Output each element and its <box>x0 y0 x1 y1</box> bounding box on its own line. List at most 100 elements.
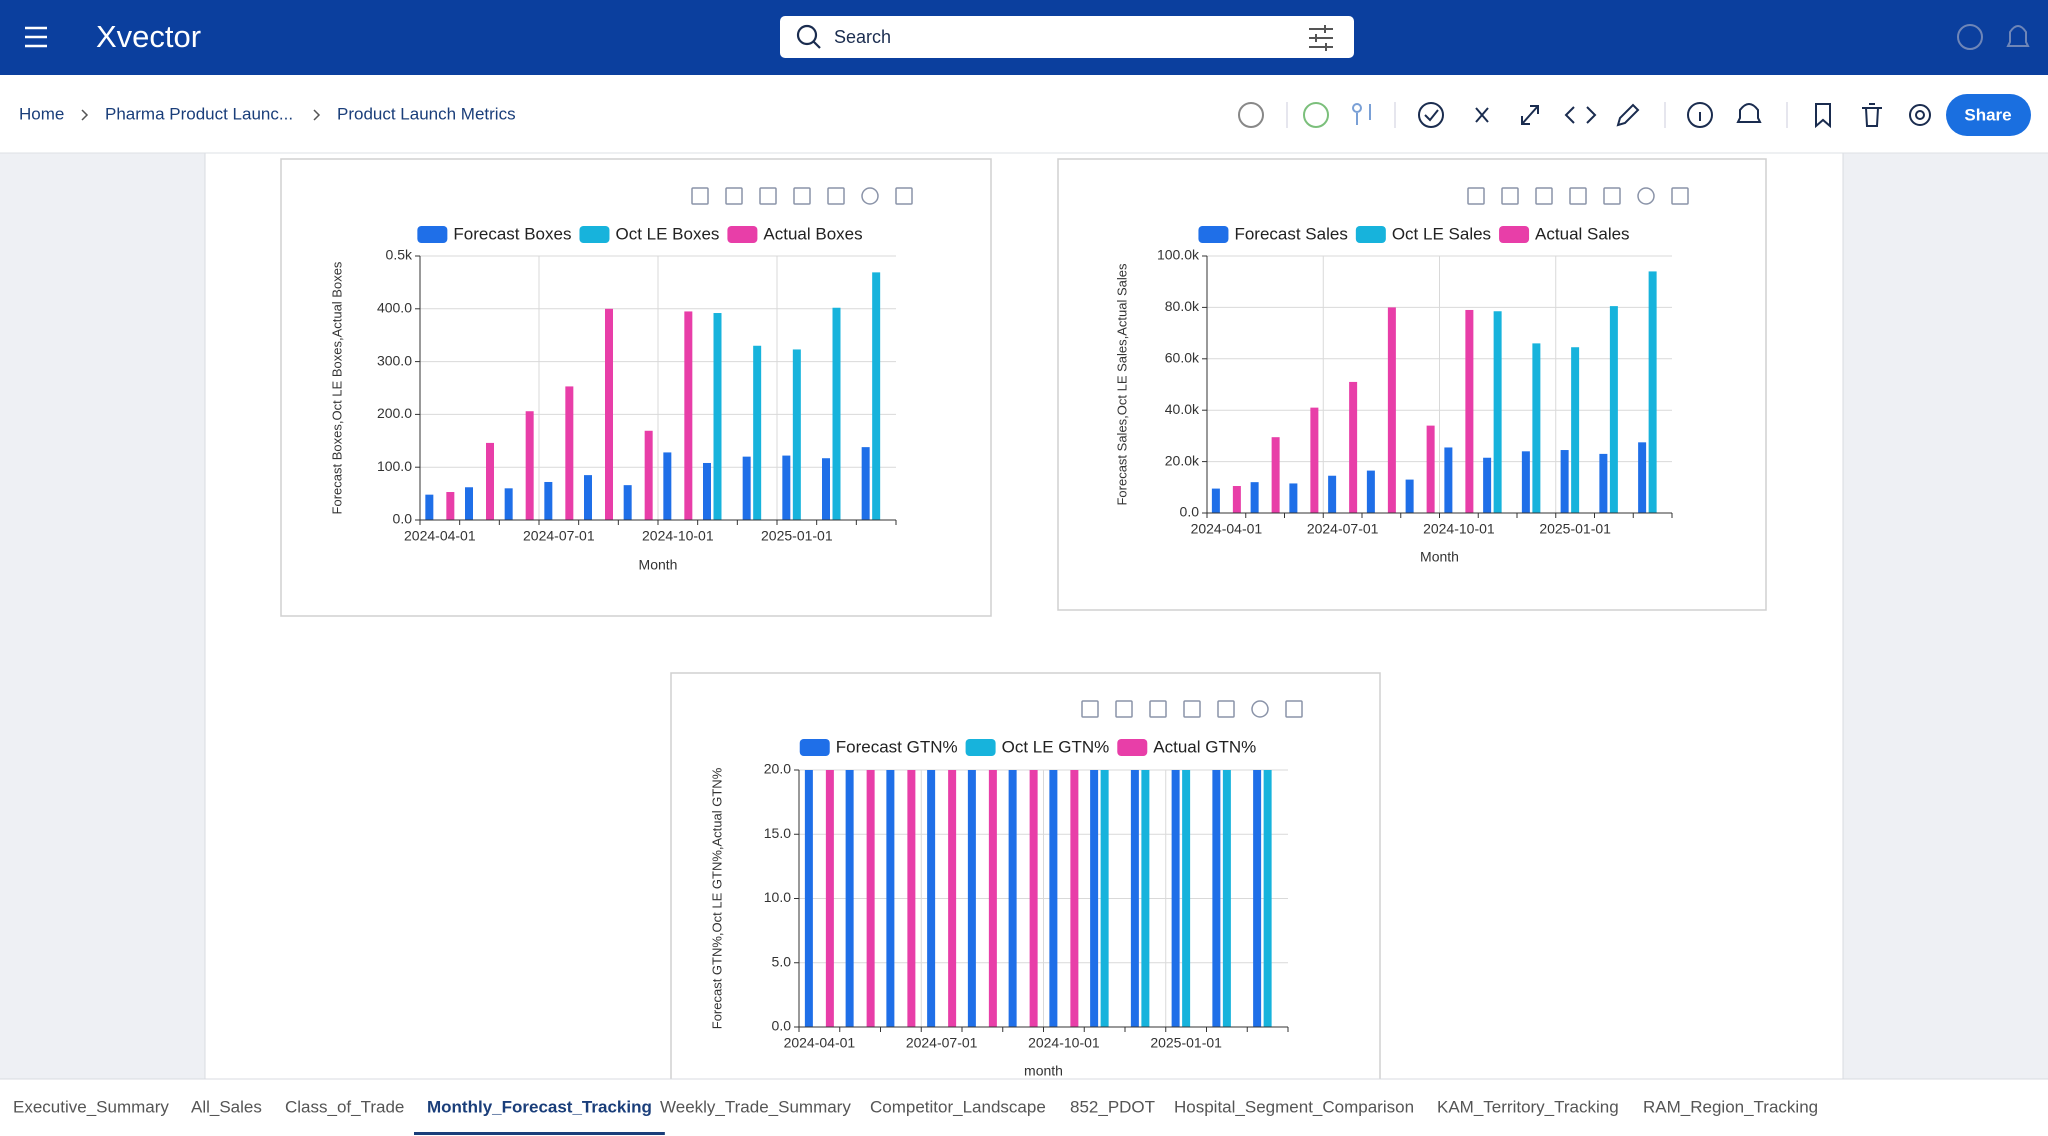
bar <box>861 447 870 520</box>
chart-tool-icon[interactable] <box>1671 187 1689 205</box>
bar <box>465 487 473 520</box>
bar <box>663 452 672 520</box>
x-tick-label: 2024-07-01 <box>523 528 595 544</box>
bar <box>1426 425 1435 513</box>
chart-tool-icon[interactable] <box>1535 187 1553 205</box>
info-icon[interactable] <box>1687 102 1713 128</box>
formula-icon[interactable] <box>1475 107 1489 123</box>
delete-icon[interactable] <box>1862 103 1882 127</box>
tab[interactable]: Hospital_Segment_Comparison <box>1174 1097 1414 1116</box>
menu-button[interactable] <box>25 26 47 48</box>
chart-tool-icon[interactable] <box>1569 187 1587 205</box>
bar <box>544 481 553 520</box>
chart-tool-icon[interactable] <box>1217 700 1235 718</box>
notification-icon[interactable] <box>2006 25 2030 47</box>
chart-tool-icon[interactable] <box>1637 187 1655 205</box>
tab[interactable]: Class_of_Trade <box>285 1097 404 1116</box>
bar <box>1310 407 1319 513</box>
legend-swatch[interactable] <box>1198 226 1229 243</box>
y-axis-title: Forecast Boxes,Oct LE Boxes,Actual Boxes <box>329 261 344 514</box>
y-tick-label: 5.0 <box>772 953 792 969</box>
legend-label[interactable]: Forecast Sales <box>1234 224 1347 243</box>
settings-icon[interactable] <box>1909 104 1931 126</box>
x-axis-title: Month <box>1420 549 1459 565</box>
bar <box>782 455 791 520</box>
chart-tool-icon[interactable] <box>691 187 709 205</box>
chart-tool-icon[interactable] <box>1149 700 1167 718</box>
chart-tool-icon[interactable] <box>1467 187 1485 205</box>
bar <box>1648 271 1657 513</box>
legend-swatch[interactable] <box>1117 739 1148 756</box>
breadcrumb-link[interactable]: Home <box>19 104 64 123</box>
tab[interactable]: Executive_Summary <box>13 1097 169 1116</box>
search-box[interactable] <box>780 16 1354 58</box>
bar <box>1222 770 1231 1027</box>
bar <box>565 386 574 520</box>
chart-tool-icon[interactable] <box>1603 187 1621 205</box>
legend-swatch[interactable] <box>1499 226 1530 243</box>
chart-tool-icon[interactable] <box>793 187 811 205</box>
chart-tool-icon[interactable] <box>827 187 845 205</box>
chart-tool-icon[interactable] <box>861 187 879 205</box>
status-icon[interactable] <box>1303 102 1329 128</box>
bar <box>1444 447 1453 513</box>
legend-swatch[interactable] <box>727 226 758 243</box>
legend-swatch[interactable] <box>579 226 610 243</box>
tab[interactable]: 852_PDOT <box>1070 1097 1155 1116</box>
legend-label[interactable]: Oct LE Sales <box>1392 224 1491 243</box>
tab[interactable]: Weekly_Trade_Summary <box>660 1097 851 1116</box>
legend-label[interactable]: Actual GTN% <box>1153 737 1256 756</box>
tab[interactable]: RAM_Region_Tracking <box>1643 1097 1818 1116</box>
help-icon[interactable] <box>1957 24 1983 50</box>
chart-tool-icon[interactable] <box>1285 700 1303 718</box>
bar <box>1211 488 1220 513</box>
alert-icon[interactable] <box>1736 103 1762 123</box>
bar <box>832 307 841 520</box>
logo[interactable]: Xvector <box>96 19 201 54</box>
compare-icon[interactable] <box>1352 103 1362 113</box>
search-icon <box>796 24 818 46</box>
breadcrumb-current: Product Launch Metrics <box>337 104 516 123</box>
bar <box>1171 770 1180 1027</box>
code-icon[interactable] <box>1564 106 1597 124</box>
check-icon[interactable] <box>1418 102 1444 128</box>
legend-swatch[interactable] <box>965 739 996 756</box>
x-tick-label: 2024-10-01 <box>642 528 714 544</box>
legend-label[interactable]: Oct LE GTN% <box>1002 737 1110 756</box>
bar <box>1328 475 1337 513</box>
chart-tool-icon[interactable] <box>759 187 777 205</box>
breadcrumb-link[interactable]: Pharma Product Launc... <box>105 104 293 123</box>
tab[interactable]: KAM_Territory_Tracking <box>1437 1097 1619 1116</box>
tab[interactable]: Competitor_Landscape <box>870 1097 1046 1116</box>
share-button[interactable] <box>1946 94 2031 136</box>
chart-tool-icon[interactable] <box>1501 187 1519 205</box>
chart-tool-icon[interactable] <box>1115 700 1133 718</box>
legend-swatch[interactable] <box>799 739 830 756</box>
bookmark-icon[interactable] <box>1815 103 1831 129</box>
status-icon[interactable] <box>1238 102 1264 128</box>
tab[interactable]: Monthly_Forecast_Tracking <box>427 1097 652 1116</box>
legend-swatch[interactable] <box>1355 226 1386 243</box>
legend-swatch[interactable] <box>417 226 448 243</box>
expand-icon[interactable] <box>1521 105 1539 125</box>
legend-label[interactable]: Actual Boxes <box>763 224 862 243</box>
share-button-label: Share <box>1964 105 2011 124</box>
bar <box>822 458 830 520</box>
legend-label[interactable]: Forecast Boxes <box>453 224 571 243</box>
filter-icon[interactable] <box>1309 25 1333 51</box>
legend-label[interactable]: Oct LE Boxes <box>615 224 719 243</box>
legend-label[interactable]: Forecast GTN% <box>836 737 958 756</box>
edit-icon[interactable] <box>1616 103 1640 127</box>
bar <box>1493 311 1502 513</box>
bar <box>584 475 592 520</box>
chart-tool-icon[interactable] <box>725 187 743 205</box>
chart-tool-icon[interactable] <box>1183 700 1201 718</box>
chart-tool-icon[interactable] <box>1081 700 1099 718</box>
bar <box>703 462 711 520</box>
y-tick-label: 20.0 <box>764 761 791 777</box>
chart-tool-icon[interactable] <box>1251 700 1269 718</box>
tab-bar <box>0 1079 2048 1136</box>
chart-tool-icon[interactable] <box>895 187 913 205</box>
tab[interactable]: All_Sales <box>191 1097 262 1116</box>
legend-label[interactable]: Actual Sales <box>1535 224 1630 243</box>
